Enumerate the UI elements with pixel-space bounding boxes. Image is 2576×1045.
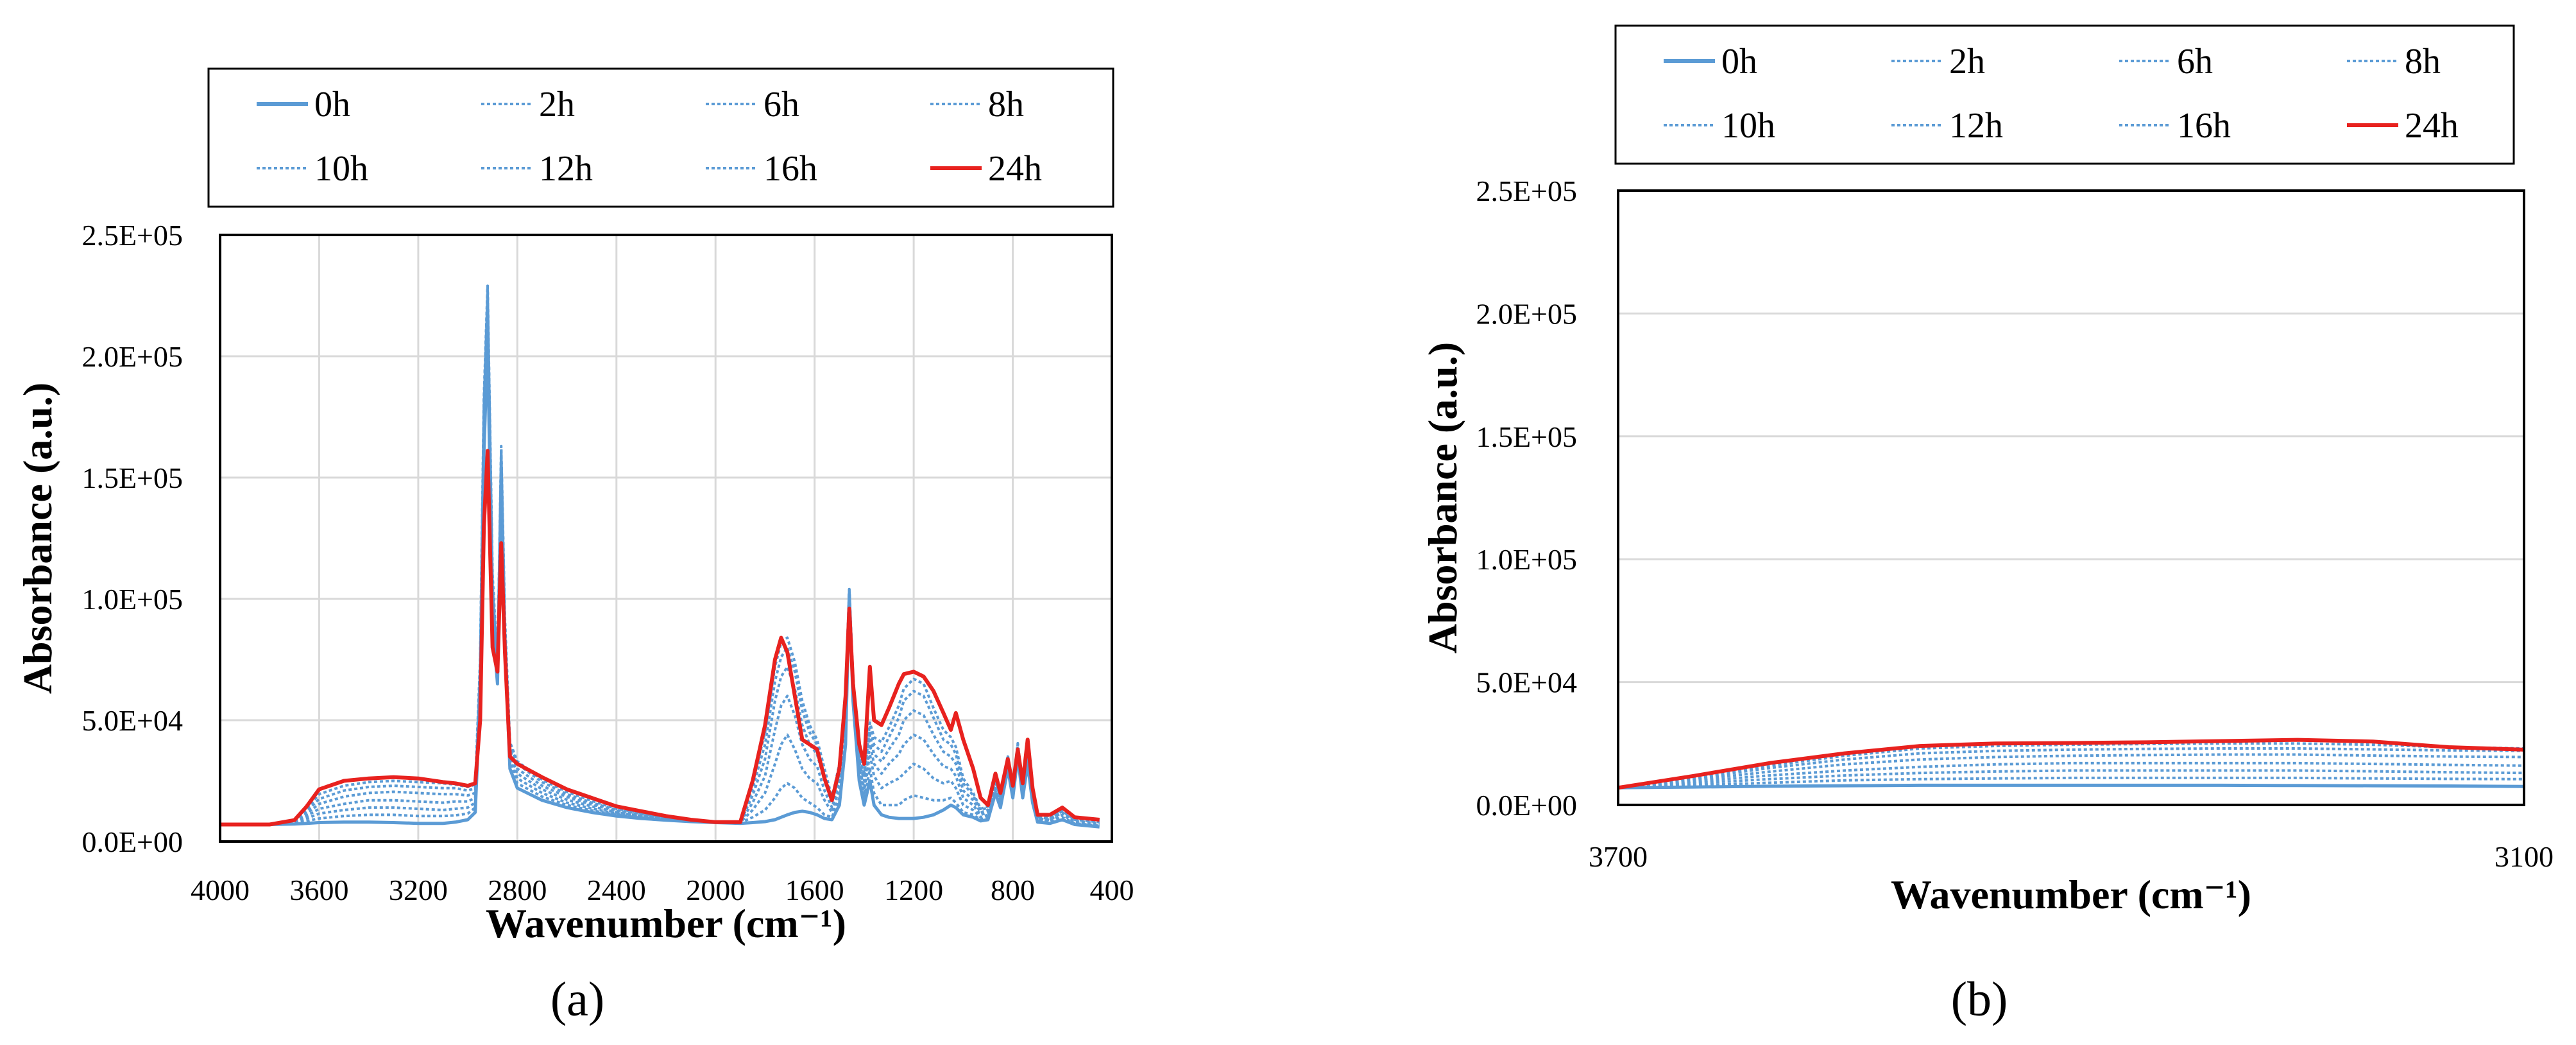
- panel-a-x-tick-label: 3200: [389, 874, 448, 906]
- panel-a-series-16h: [220, 284, 1100, 826]
- panel-b-series-0h: [1617, 783, 2525, 790]
- panel-a-legend-label-10h: 10h: [314, 149, 368, 189]
- panel-a-series-10h: [220, 289, 1100, 826]
- panel-a-legend-label-6h: 6h: [763, 85, 799, 125]
- chart-panel-b: 0.0E+00 5.0E+04 1.0E+05 1.5E+05 2.0E+05 2.5E+…: [1420, 24, 2554, 1026]
- panel-b-y-tick-label: 1.5E+05: [1476, 420, 1577, 453]
- panel-b-legend-label-16h: 16h: [2177, 106, 2231, 146]
- panel-a-label: (a): [550, 972, 604, 1026]
- panel-a-legend-label-0h: 0h: [314, 85, 350, 125]
- panel-a-x-tick-label: 1600: [785, 874, 844, 906]
- panel-a-x-tick-label: 800: [991, 874, 1035, 906]
- panel-a-y-tick-label: 2.5E+05: [81, 219, 183, 252]
- panel-b-plot-frame: [1617, 189, 2525, 806]
- panel-b-legend-box: [1614, 24, 2515, 165]
- panel-a-x-tick-label: 1200: [884, 874, 943, 906]
- panel-b-series-10h: [1617, 753, 2525, 790]
- panel-a-x-tick-label: 4000: [191, 874, 250, 906]
- panel-a-x-tick-label: 2400: [587, 874, 646, 906]
- panel-b-legend-label-12h: 12h: [1949, 106, 2003, 146]
- panel-b-x-tick-label: 3100: [2495, 840, 2554, 873]
- panel-a-legend-label-12h: 12h: [539, 149, 593, 189]
- panel-b-x-axis-title: Wavenumber (cm⁻¹): [1891, 872, 2251, 917]
- panel-b-legend-label-10h: 10h: [1721, 106, 1775, 146]
- panel-b-series-16h: [1617, 742, 2525, 790]
- panel-a-series-12h: [220, 284, 1100, 826]
- panel-a-x-tick-label: 2800: [488, 874, 547, 906]
- panel-a-legend-box: [207, 67, 1114, 208]
- panel-a-legend-label-24h: 24h: [988, 149, 1042, 189]
- panel-b-legend-label-0h: 0h: [1721, 42, 1757, 82]
- panel-a-x-tick-label: 400: [1090, 874, 1134, 906]
- panel-b-legend-label-8h: 8h: [2405, 42, 2441, 82]
- panel-a-legend-label-2h: 2h: [539, 85, 575, 125]
- panel-a-legend-label-16h: 16h: [763, 149, 817, 189]
- panel-a-series-2h: [220, 318, 1100, 827]
- panel-a-series-6h: [220, 301, 1100, 826]
- panel-b-legend-label-6h: 6h: [2177, 42, 2213, 82]
- panel-a-y-tick-label: 5.0E+04: [81, 704, 183, 737]
- chart-panel-a: 0.0E+00 5.0E+04 1.0E+05 1.5E+05 2.0E+05 2.5E+…: [15, 67, 1134, 1026]
- panel-a-y-tick-label: 2.0E+05: [81, 340, 183, 373]
- panel-b-y-tick-label: 0.0E+00: [1476, 789, 1577, 822]
- panel-b-series-8h: [1617, 761, 2525, 790]
- panel-b-legend-label-2h: 2h: [1949, 42, 1985, 82]
- panel-b-y-tick-label: 5.0E+04: [1476, 666, 1577, 699]
- panel-a-y-tick-label: 1.5E+05: [81, 462, 183, 494]
- panel-a-plot-frame: [219, 234, 1113, 843]
- panel-a-x-axis-title: Wavenumber (cm⁻¹): [486, 901, 846, 946]
- panel-a-x-tick-label: 3600: [289, 874, 348, 906]
- panel-b-y-tick-label: 2.0E+05: [1476, 297, 1577, 330]
- panel-b-y-tick-label: 2.5E+05: [1476, 175, 1577, 207]
- panel-a-legend-label-8h: 8h: [988, 85, 1024, 125]
- panel-b-y-tick-label: 1.0E+05: [1476, 543, 1577, 576]
- panel-a-y-tick-label: 0.0E+00: [81, 825, 183, 858]
- panel-a-series-8h: [220, 294, 1100, 826]
- panel-b-series-24h: [1617, 738, 2525, 790]
- panel-b-series-6h: [1617, 769, 2525, 790]
- panel-a-series-24h: [220, 449, 1100, 827]
- panel-a-y-tick-label: 1.0E+05: [81, 583, 183, 616]
- panel-a-y-axis-title: Absorbance (a.u.): [15, 383, 60, 694]
- panel-b-y-axis-title: Absorbance (a.u.): [1420, 342, 1465, 653]
- panel-a-x-tick-label: 2000: [686, 874, 745, 906]
- panel-b-legend-label-24h: 24h: [2405, 106, 2459, 146]
- panel-b-x-tick-label: 3700: [1589, 840, 1648, 873]
- panel-b-label: (b): [1951, 972, 2008, 1026]
- panel-b-series-12h: [1617, 747, 2525, 790]
- panel-a-series-0h: [220, 342, 1100, 829]
- panel-b-series-2h: [1617, 776, 2525, 790]
